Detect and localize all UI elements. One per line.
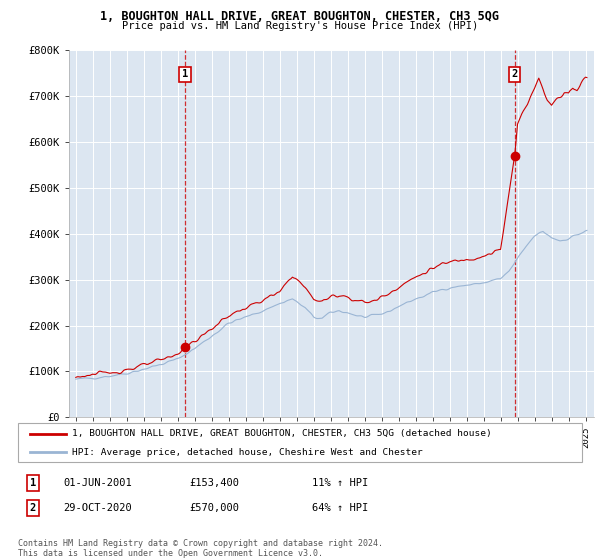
Text: £153,400: £153,400 <box>189 478 239 488</box>
Text: 11% ↑ HPI: 11% ↑ HPI <box>312 478 368 488</box>
Text: 1, BOUGHTON HALL DRIVE, GREAT BOUGHTON, CHESTER, CH3 5QG: 1, BOUGHTON HALL DRIVE, GREAT BOUGHTON, … <box>101 10 499 23</box>
Text: 01-JUN-2001: 01-JUN-2001 <box>63 478 132 488</box>
Text: 1: 1 <box>182 69 188 80</box>
Text: 1, BOUGHTON HALL DRIVE, GREAT BOUGHTON, CHESTER, CH3 5QG (detached house): 1, BOUGHTON HALL DRIVE, GREAT BOUGHTON, … <box>72 430 492 438</box>
Text: 64% ↑ HPI: 64% ↑ HPI <box>312 503 368 513</box>
Text: 1: 1 <box>30 478 36 488</box>
Text: Price paid vs. HM Land Registry's House Price Index (HPI): Price paid vs. HM Land Registry's House … <box>122 21 478 31</box>
Text: 2: 2 <box>30 503 36 513</box>
Text: 29-OCT-2020: 29-OCT-2020 <box>63 503 132 513</box>
Text: Contains HM Land Registry data © Crown copyright and database right 2024.
This d: Contains HM Land Registry data © Crown c… <box>18 539 383 558</box>
Text: £570,000: £570,000 <box>189 503 239 513</box>
Text: HPI: Average price, detached house, Cheshire West and Chester: HPI: Average price, detached house, Ches… <box>72 447 423 457</box>
Text: 2: 2 <box>512 69 518 80</box>
